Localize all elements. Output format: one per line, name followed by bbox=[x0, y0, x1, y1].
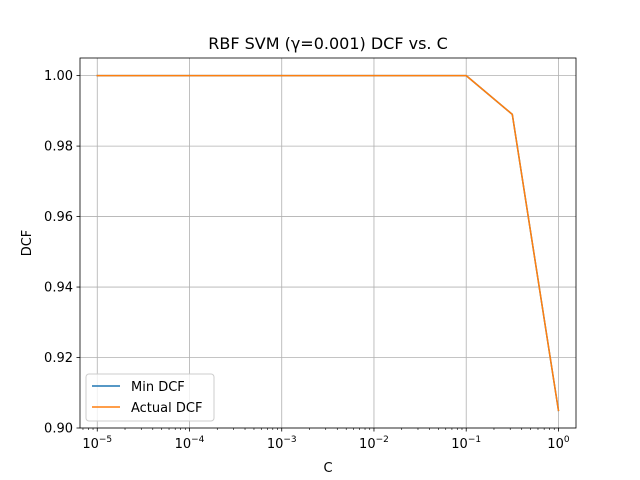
series-line-actual-dcf bbox=[96, 74, 560, 412]
legend-label-actual-dcf: Actual DCF bbox=[131, 401, 202, 416]
y-axis-label: DCF bbox=[20, 230, 35, 257]
chart-title: RBF SVM (γ=0.001) DCF vs. C bbox=[208, 34, 448, 53]
y-tick-label: 0.96 bbox=[44, 210, 73, 225]
ticks: 10−5 10−4 10−3 10−2 10−1 100 0.90 0.92 0.94 0.96 0… bbox=[44, 69, 570, 452]
legend: Min DCF Actual DCF bbox=[85, 373, 215, 422]
grid bbox=[80, 58, 576, 429]
y-tick-label: 0.94 bbox=[44, 281, 73, 296]
x-tick-label: 100 bbox=[547, 435, 570, 452]
x-tick-label: 10−2 bbox=[359, 435, 389, 452]
series-group bbox=[96, 74, 560, 412]
y-tick-label: 0.90 bbox=[44, 422, 73, 437]
x-tick-label: 10−4 bbox=[175, 435, 205, 452]
x-tick-label: 10−3 bbox=[267, 435, 297, 452]
x-tick-label: 10−5 bbox=[82, 435, 112, 452]
x-axis-label: C bbox=[323, 461, 332, 476]
x-tick-label: 10−1 bbox=[451, 435, 481, 452]
y-tick-label: 1.00 bbox=[44, 69, 73, 84]
plot-frame bbox=[79, 57, 577, 429]
y-tick-label: 0.92 bbox=[44, 351, 73, 366]
y-tick-label: 0.98 bbox=[44, 140, 73, 155]
legend-label-min-dcf: Min DCF bbox=[131, 380, 185, 395]
